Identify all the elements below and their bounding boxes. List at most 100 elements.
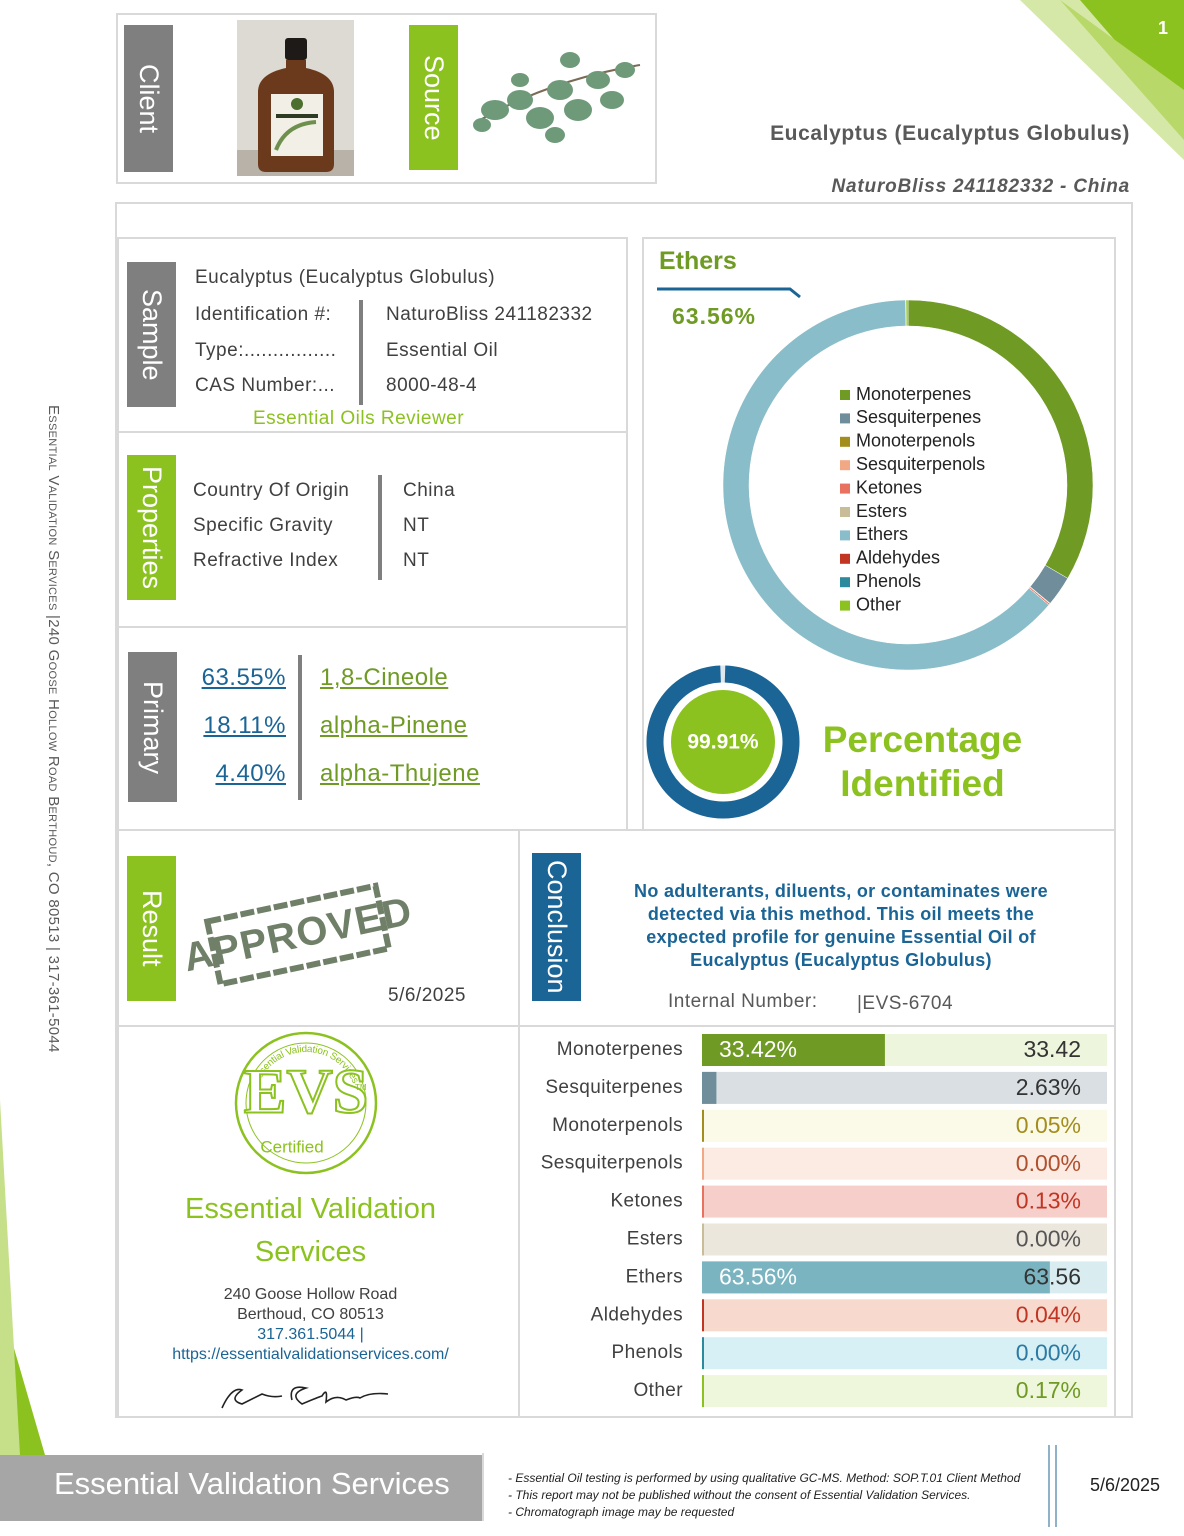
logo-tm: TM <box>355 1083 367 1092</box>
conclusion-text: No adulterants, diluents, or contaminate… <box>634 881 1048 970</box>
legend-label: Monoterpenes <box>856 384 971 404</box>
primary-percent: 18.11% <box>203 712 286 739</box>
product-title: Eucalyptus (Eucalyptus Globulus) <box>770 122 1130 145</box>
legend-label: Other <box>856 594 901 614</box>
bar-background <box>702 1299 1107 1332</box>
bar-stub <box>702 1223 704 1256</box>
property-value: NT <box>403 550 430 571</box>
bottle-label-leaf <box>274 120 317 151</box>
separator <box>378 475 382 580</box>
property-label: Country Of Origin <box>193 480 350 501</box>
property-label: Refractive Index <box>193 550 339 571</box>
legend-label: Ketones <box>856 477 922 497</box>
internal-number: |EVS-6704 <box>857 993 954 1014</box>
bar-background <box>702 1185 1107 1218</box>
bar-stub <box>702 1299 704 1332</box>
address-line: 240 Goose Hollow Road <box>223 1286 398 1303</box>
phone: 317.361.5044 | <box>257 1326 364 1343</box>
bars-frame <box>518 1025 1116 1418</box>
bar-stub <box>702 1147 704 1180</box>
address-line: Berthoud, CO 80513 <box>237 1306 384 1323</box>
bar <box>702 1071 717 1104</box>
separator <box>298 655 302 800</box>
identified-caption: Percentage Identified <box>810 718 1035 806</box>
identified-gauge: 99.91% <box>646 665 800 819</box>
legend-swatch <box>840 390 850 400</box>
identified-caption-line: Identified <box>840 763 1005 804</box>
logo-certified: Certified <box>260 1137 323 1156</box>
legend-swatch <box>840 460 850 471</box>
footer-note: - This report may not be published witho… <box>508 1488 971 1502</box>
bar-stub <box>702 1185 704 1218</box>
conclusion-label: Conclusion <box>532 853 581 1001</box>
website[interactable]: https://essentialvalidationservices.com/ <box>172 1346 449 1363</box>
bar-category: Monoterpenols <box>552 1115 683 1136</box>
header-frame <box>116 13 657 184</box>
footer-note: - Chromatograph image may be requested <box>508 1505 735 1519</box>
bar-category: Monoterpenes <box>557 1039 683 1060</box>
result-label: Result <box>127 856 176 1001</box>
address: 240 Goose Hollow Road Berthoud, CO 80513… <box>117 1285 504 1365</box>
bottle-cap <box>285 38 307 60</box>
footer-note: - Essential Oil testing is performed by … <box>508 1471 1021 1485</box>
source-label: Source <box>409 25 458 170</box>
corner-decor <box>0 1100 20 1455</box>
properties-label: Properties <box>127 455 176 600</box>
chart-highlight: 63.56% <box>672 303 757 329</box>
bar-chart: Monoterpenes 33.42 33.42% Sesquiterpenes 2.6… <box>541 1034 1107 1408</box>
signature <box>221 1386 389 1409</box>
legend-label: Sesquiterpenes <box>856 407 981 427</box>
primary-percent: 4.40% <box>215 760 286 787</box>
bar-value-label: 63.56 <box>1023 1263 1081 1289</box>
property-label: Specific Gravity <box>193 515 333 536</box>
bar-value-label: 0.13% <box>1016 1188 1081 1214</box>
primary-compound: alpha-Thujene <box>320 760 480 787</box>
title-underline <box>657 287 801 299</box>
legend-label: Monoterpenols <box>856 431 975 451</box>
donut-slice <box>722 299 1050 671</box>
bar <box>702 1034 885 1066</box>
company-name-line: Services <box>254 1236 367 1268</box>
gauge-arc <box>646 665 800 819</box>
legend-swatch <box>840 483 850 494</box>
bar-value-label: 2.63% <box>1016 1074 1081 1100</box>
bar-category: Sesquiterpenes <box>545 1077 683 1098</box>
legend-label: Esters <box>856 501 907 521</box>
sample-name: Eucalyptus (Eucalyptus Globulus) <box>195 267 496 288</box>
footer-notes: - Essential Oil testing is performed by … <box>508 1470 1020 1521</box>
bar-category: Sesquiterpenols <box>541 1153 683 1174</box>
separator <box>359 300 363 405</box>
legend-label: Ethers <box>856 524 908 544</box>
footer-date: 5/6/2025 <box>1090 1475 1161 1495</box>
bar-inner-label: 63.56% <box>719 1263 797 1289</box>
corner-decor <box>1060 0 1184 140</box>
sample-label: Sample <box>127 262 176 407</box>
primary-percent: 63.55% <box>201 664 286 691</box>
bar-value-label: 0.05% <box>1016 1112 1081 1138</box>
client-label: Client <box>124 25 173 172</box>
primary-label: Primary <box>128 652 177 802</box>
bar-background <box>702 1147 1107 1180</box>
sample-row-value: NaturoBliss 241182332 <box>386 304 593 325</box>
bottle-label-text <box>276 114 318 118</box>
bar-category: Other <box>633 1380 683 1401</box>
bar-background <box>702 1109 1107 1142</box>
bar-category: Esters <box>627 1229 683 1250</box>
donut-chart: Monoterpenes Sesquiterpenes Monoterpenols S… <box>722 299 1094 671</box>
legend-label: Sesquiterpenols <box>856 454 985 474</box>
legend-swatch <box>840 413 850 424</box>
chart-title: Ethers <box>659 247 737 275</box>
side-address: Essential Validation Services |240 Goose… <box>45 405 62 1053</box>
legend-label: Phenols <box>856 571 921 591</box>
divider <box>1055 1445 1057 1527</box>
bar-background <box>702 1375 1107 1408</box>
bar-stub <box>702 1109 704 1142</box>
reviewer: Essential Oils Reviewer <box>253 408 465 429</box>
sample-row-label: Identification #: <box>195 304 332 325</box>
footer-brand: Essential Validation Services <box>54 1466 450 1501</box>
logo-ring <box>245 1042 367 1164</box>
legend-swatch <box>840 577 850 588</box>
sample-row-label: CAS Number:... <box>195 375 336 396</box>
